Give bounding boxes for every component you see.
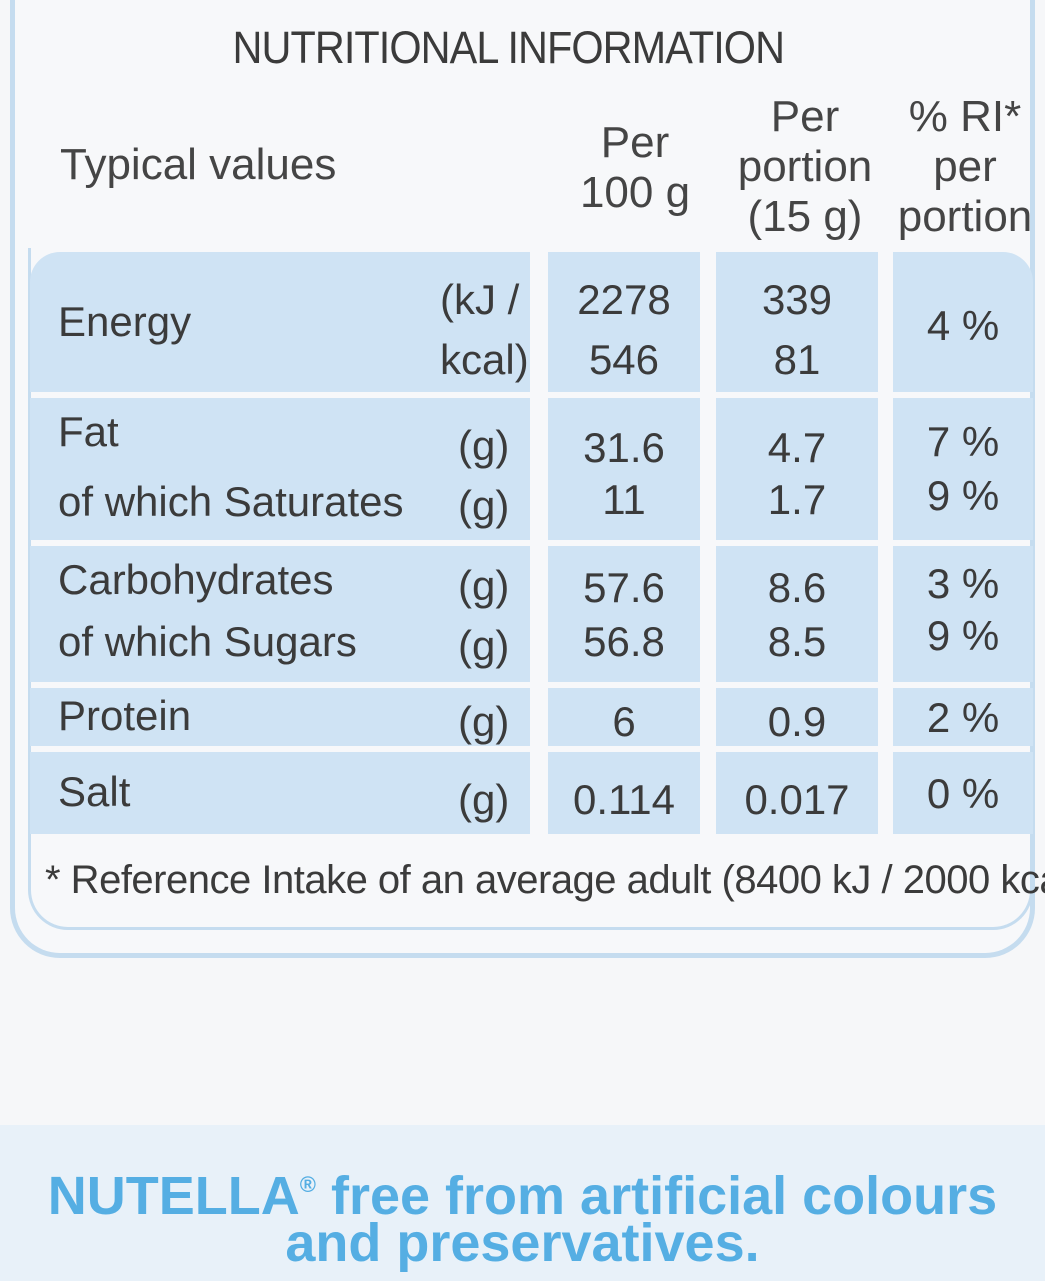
cell-bg [30,688,530,746]
cell-bg [548,688,700,746]
energy-per100-kj: 2278 [577,276,671,323]
cell-bg [716,398,878,540]
unit-carbohydrates: (g) [458,562,510,609]
fat-ri: 7 % [926,418,1000,465]
header-per-100g: Per 100 g [579,118,691,217]
energy-per100-kcal: 546 [588,336,660,383]
row-label-fat: Fat [58,408,119,455]
cell-bg [30,398,530,540]
cell-bg [893,252,1033,392]
saturates-ri: 9 % [926,472,1000,519]
cell-bg [893,398,1033,540]
row-label-salt: Salt [58,768,131,815]
header-typical-values: Typical values [60,140,337,189]
unit-energy-kcal: kcal) [440,336,529,383]
cell-bg [548,752,700,834]
carbohydrates-per100: 57.6 [583,564,665,611]
brand-name: NUTELLA [47,1166,300,1226]
claim-banner: NUTELLA® free from artificial colours an… [0,1125,1045,1281]
cell-bg [548,398,700,540]
sugars-per100: 56.8 [583,618,665,665]
protein-ri: 2 % [926,694,1000,741]
cell-bg [30,752,530,834]
row-label-carbohydrates: Carbohydrates [58,556,334,603]
claim-text: free from artificial colours [315,1166,998,1226]
unit-energy-kj: (kJ / [440,276,520,323]
energy-portion-kj: 339 [761,276,833,323]
cell-bg [716,752,878,834]
protein-per100: 6 [612,698,636,745]
footnote: * Reference Intake of an average adult (… [45,858,1045,902]
sugars-ri: 9 % [926,612,1000,659]
table-title: NUTRITIONAL INFORMATION [232,22,785,73]
energy-portion-kcal: 81 [773,336,821,383]
unit-salt: (g) [458,776,510,823]
header-per-portion: Per portion (15 g) [737,92,873,241]
carbohydrates-ri: 3 % [926,560,1000,607]
cell-bg [893,688,1033,746]
saturates-portion: 1.7 [767,476,827,523]
protein-portion: 0.9 [767,698,827,745]
row-label-energy: Energy [58,298,192,345]
claim-line-1: NUTELLA® free from artificial colours [0,1155,1045,1226]
unit-saturates: (g) [458,482,510,529]
cell-bg [548,546,700,682]
cell-bg [716,252,878,392]
unit-protein: (g) [458,698,510,745]
cell-bg [716,546,878,682]
cell-bg [716,688,878,746]
salt-per100: 0.114 [573,776,675,823]
row-label-sugars: of which Sugars [58,618,357,665]
cell-bg [893,546,1033,682]
fat-portion: 4.7 [767,424,827,471]
sugars-portion: 8.5 [767,618,827,665]
unit-fat: (g) [458,422,510,469]
cell-bg [30,252,530,392]
row-label-saturates: of which Saturates [58,478,404,525]
salt-ri: 0 % [926,770,1000,817]
claim-line-2: and preservatives. [285,1213,760,1273]
cell-bg [893,752,1033,834]
cell-bg [548,252,700,392]
registered-mark: ® [299,1172,316,1197]
unit-sugars: (g) [458,622,510,669]
carbohydrates-portion: 8.6 [767,564,827,611]
energy-ri: 4 % [926,302,1000,349]
fat-per100: 31.6 [583,424,665,471]
row-label-protein: Protein [58,692,192,739]
saturates-per100: 11 [602,476,646,523]
header-ri-per-portion: % RI* per portion [897,92,1033,241]
cell-bg [30,546,530,682]
salt-portion: 0.017 [744,776,850,823]
